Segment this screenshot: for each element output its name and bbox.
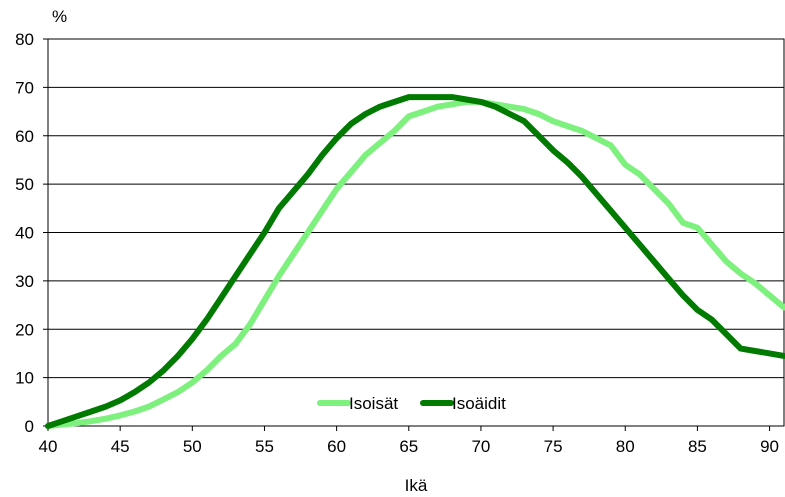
x-tick-label-70: 70 bbox=[471, 437, 490, 456]
x-tick-label-45: 45 bbox=[111, 437, 130, 456]
x-axis-ticks: 40 45 50 55 60 65 70 75 80 85 90 bbox=[39, 426, 779, 456]
x-tick-label-75: 75 bbox=[544, 437, 563, 456]
y-tick-label-70: 70 bbox=[15, 78, 34, 97]
legend-label-2: Isoäidit bbox=[452, 394, 506, 413]
y-tick-label-60: 60 bbox=[15, 127, 34, 146]
x-tick-label-55: 55 bbox=[255, 437, 274, 456]
x-axis-label: Ikä bbox=[405, 476, 428, 495]
y-tick-label-50: 50 bbox=[15, 175, 34, 194]
y-tick-label-0: 0 bbox=[25, 417, 34, 436]
y-axis-label: % bbox=[52, 7, 67, 26]
y-tick-label-80: 80 bbox=[15, 30, 34, 49]
x-tick-label-40: 40 bbox=[39, 437, 58, 456]
y-tick-label-20: 20 bbox=[15, 320, 34, 339]
y-tick-label-40: 40 bbox=[15, 224, 34, 243]
x-tick-label-80: 80 bbox=[616, 437, 635, 456]
gridlines bbox=[48, 86, 784, 379]
series-lines bbox=[45, 94, 785, 429]
series-line-2 bbox=[45, 94, 785, 429]
x-tick-label-50: 50 bbox=[183, 437, 202, 456]
x-tick-label-65: 65 bbox=[399, 437, 418, 456]
x-tick-label-90: 90 bbox=[760, 437, 779, 456]
legend: Isoisät Isoäidit bbox=[317, 394, 506, 413]
x-tick-label-60: 60 bbox=[327, 437, 346, 456]
series-line-1 bbox=[45, 98, 785, 429]
legend-label-1: Isoisät bbox=[349, 394, 398, 413]
y-tick-label-30: 30 bbox=[15, 272, 34, 291]
x-tick-label-85: 85 bbox=[688, 437, 707, 456]
y-axis-ticks: 0 10 20 30 40 50 60 70 80 bbox=[15, 30, 48, 436]
y-tick-label-10: 10 bbox=[15, 369, 34, 388]
